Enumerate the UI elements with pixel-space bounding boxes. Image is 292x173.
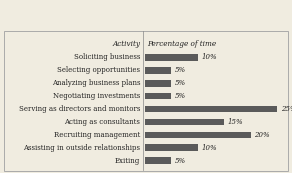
Text: 10%: 10% [201, 53, 217, 61]
Text: HOW VENTURE CAPITALISTS SPEND THEIR TIME: HOW VENTURE CAPITALISTS SPEND THEIR TIME [19, 10, 273, 19]
FancyBboxPatch shape [145, 67, 171, 74]
FancyBboxPatch shape [145, 106, 277, 112]
Text: 15%: 15% [228, 118, 244, 126]
Text: Recruiting management: Recruiting management [54, 131, 140, 139]
FancyBboxPatch shape [145, 119, 224, 125]
Text: Activity: Activity [112, 40, 140, 48]
Text: Serving as directors and monitors: Serving as directors and monitors [19, 105, 140, 113]
Text: Percentage of time: Percentage of time [147, 40, 216, 48]
Text: 10%: 10% [201, 144, 217, 152]
FancyBboxPatch shape [145, 157, 171, 164]
Text: 20%: 20% [254, 131, 270, 139]
Text: 5%: 5% [175, 66, 186, 74]
Text: Soliciting business: Soliciting business [74, 53, 140, 61]
FancyBboxPatch shape [145, 144, 198, 151]
Text: Analyzing business plans: Analyzing business plans [52, 79, 140, 87]
Text: Exiting: Exiting [115, 157, 140, 165]
FancyBboxPatch shape [145, 54, 198, 61]
Text: 5%: 5% [175, 157, 186, 165]
Text: 5%: 5% [175, 92, 186, 100]
Text: Assisting in outside relationships: Assisting in outside relationships [23, 144, 140, 152]
Text: Selecting opportunities: Selecting opportunities [57, 66, 140, 74]
Text: Negotiating investments: Negotiating investments [53, 92, 140, 100]
FancyBboxPatch shape [145, 93, 171, 99]
FancyBboxPatch shape [145, 80, 171, 86]
Text: 5%: 5% [175, 79, 186, 87]
FancyBboxPatch shape [145, 131, 251, 138]
Text: 25%: 25% [281, 105, 292, 113]
Text: Acting as consultants: Acting as consultants [64, 118, 140, 126]
